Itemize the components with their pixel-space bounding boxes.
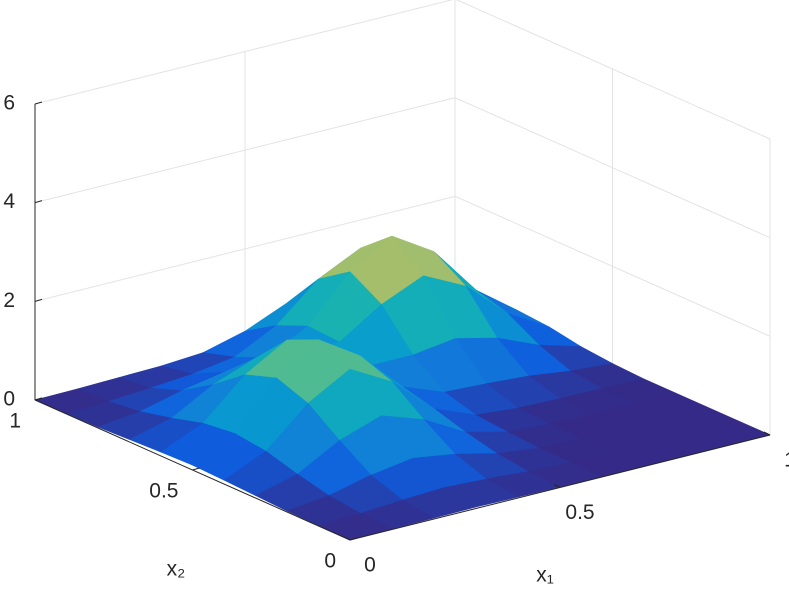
z-tick [34,200,43,204]
y-axis-label: x₂ [167,558,186,581]
x-tick [553,484,561,488]
z-tick-label: 6 [3,92,15,115]
z-tick [34,101,43,105]
y-tick-label: 0.5 [149,480,178,503]
y-tick [34,397,43,401]
x-tick [343,536,351,541]
x-tick-label: 0 [364,554,376,577]
x-tick-label: 1 [784,449,789,472]
y-tick-label: 0 [324,550,336,573]
x-tick [763,431,771,436]
y-tick [192,467,200,471]
y-tick [349,537,358,541]
x-tick-label: 0.5 [565,501,594,524]
z-tick-label: 4 [3,190,15,213]
z-tick-label: 0 [3,388,15,411]
x-axis-label: x₁ [536,564,554,587]
y-tick-label: 1 [9,410,21,433]
z-tick-label: 2 [3,289,15,312]
z-tick [34,298,43,302]
